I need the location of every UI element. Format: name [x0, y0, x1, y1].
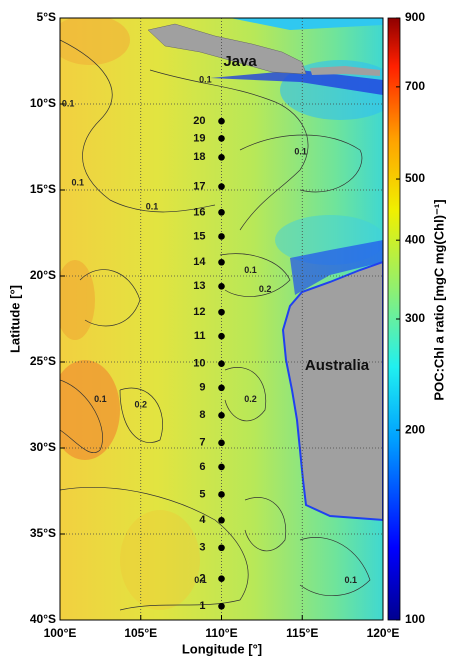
station — [218, 154, 225, 161]
station — [218, 491, 225, 498]
station-label: 13 — [193, 280, 205, 292]
y-tick-label: 30°S — [30, 440, 56, 454]
x-tick-label: 105°E — [124, 626, 157, 640]
station-label: 20 — [193, 115, 205, 127]
y-axis-label: Latitude [°] — [7, 285, 22, 353]
contour-label: 0.1 — [146, 202, 159, 212]
station-label: 5 — [199, 488, 205, 500]
colorbar-tick-label: 900 — [405, 10, 425, 24]
land-label: Java — [223, 53, 257, 70]
stations: 20 19 18 17 16 15 14 13 12 11 10 9 8 7 6 5 4 3 2 1 — [193, 115, 225, 612]
contour-label: 0.2 — [244, 394, 257, 404]
station-label: 2 — [199, 573, 205, 585]
x-tick-label: 100°E — [44, 626, 77, 640]
station-label: 19 — [193, 132, 205, 144]
land-label: Australia — [305, 357, 370, 374]
station — [218, 117, 225, 125]
y-tick-label: 5°S — [37, 10, 56, 24]
station — [218, 602, 225, 610]
contour-labels: 0.10.10.10.10.10.10.20.10.20.20.10.1 — [62, 74, 357, 585]
station-label: 3 — [199, 542, 205, 554]
station-label: 11 — [194, 330, 206, 342]
station-label: 10 — [193, 358, 205, 370]
station — [218, 360, 225, 368]
station — [218, 233, 225, 240]
axes: 100°E 105°E 110°E 115°E 120°E 5°S 10°S 15°S 20°S… — [30, 10, 400, 640]
station-label: 17 — [193, 180, 205, 192]
station — [218, 332, 225, 340]
colorbar-tick-label: 200 — [405, 422, 425, 436]
x-tick-label: 120°E — [367, 626, 400, 640]
contour-label: 0.1 — [199, 74, 212, 84]
station-label: 18 — [193, 151, 205, 163]
contour-label: 0.1 — [244, 265, 257, 275]
station-label: 9 — [199, 382, 205, 394]
map-field — [60, 18, 383, 620]
station-label: 8 — [199, 409, 205, 421]
y-tick-label: 35°S — [30, 526, 56, 540]
x-tick-label: 115°E — [286, 626, 318, 640]
station-label: 12 — [193, 306, 205, 318]
contour-label: 0.1 — [294, 147, 307, 157]
contour-label: 0.1 — [344, 575, 357, 585]
colorbar-tick-label: 500 — [405, 171, 425, 185]
station-label: 7 — [199, 437, 205, 449]
contour-label: 0.1 — [194, 575, 207, 585]
y-tick-label: 15°S — [30, 182, 56, 196]
station — [218, 183, 225, 190]
station-label: 15 — [193, 230, 205, 242]
contour-label: 0.2 — [134, 399, 147, 409]
contour-label: 0.1 — [94, 394, 107, 404]
y-tick-label: 40°S — [30, 612, 56, 626]
colorbar-tick-label: 400 — [405, 232, 425, 246]
station-label: 14 — [193, 256, 206, 268]
x-tick-label: 110°E — [205, 626, 237, 640]
colorbar-tick-label: 100 — [405, 612, 425, 626]
station — [218, 135, 225, 142]
y-tick-label: 20°S — [30, 268, 56, 282]
station — [218, 439, 225, 447]
colorbar-label: POC:Chl a ratio [mgC mg(Chl)⁻¹] — [431, 199, 446, 400]
colorbar-tick-label: 700 — [405, 79, 425, 93]
station — [218, 258, 225, 266]
station — [218, 308, 225, 316]
station — [218, 283, 225, 290]
station — [218, 412, 225, 419]
contour-label: 0.2 — [259, 284, 272, 294]
x-axis-label: Longitude [°] — [182, 641, 262, 656]
station — [218, 463, 225, 471]
station — [218, 544, 225, 552]
station — [218, 516, 225, 524]
contour-label: 0.1 — [72, 177, 85, 187]
station-label: 1 — [199, 600, 205, 612]
colorbar-tick-label: 300 — [405, 311, 425, 325]
contour-label: 0.1 — [62, 98, 75, 108]
station — [218, 384, 225, 392]
y-tick-label: 25°S — [30, 354, 56, 368]
station — [218, 575, 225, 583]
colorbar-ticks: 100 200 300 400 500 700 900 — [396, 10, 425, 626]
y-tick-label: 10°S — [30, 96, 56, 110]
station-label: 16 — [193, 206, 205, 218]
station-label: 6 — [199, 461, 205, 473]
station-label: 4 — [199, 514, 206, 526]
station — [218, 209, 225, 216]
